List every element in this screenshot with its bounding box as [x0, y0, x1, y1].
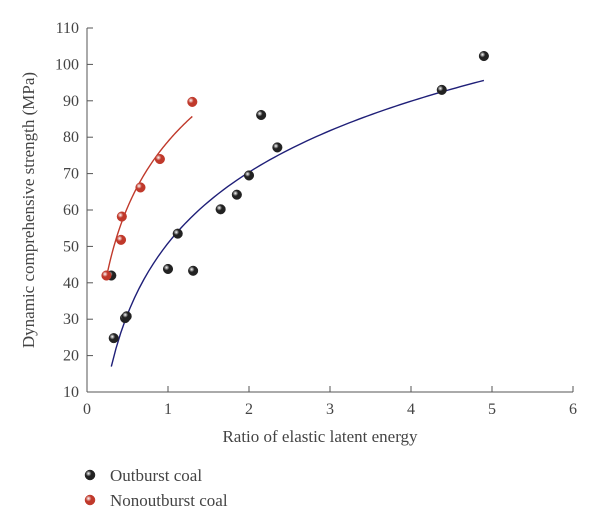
x-tick-label: 6: [569, 401, 577, 418]
y-tick-label: 50: [63, 238, 79, 255]
fit-curve: [105, 115, 193, 278]
data-points: [101, 50, 489, 344]
data-point: [108, 333, 119, 344]
data-point: [436, 84, 447, 95]
x-tick-label: 5: [488, 401, 496, 418]
y-tick-label: 110: [56, 20, 79, 37]
y-axis-label: Dynamic comprehensive strength (MPa): [19, 72, 38, 348]
x-axis-label: Ratio of elastic latent energy: [222, 427, 418, 446]
y-tick-label: 80: [63, 129, 79, 146]
data-point: [101, 270, 112, 281]
data-point: [243, 170, 255, 181]
fit-curve: [110, 79, 485, 367]
data-point: [154, 153, 165, 165]
y-tick-label: 100: [55, 56, 79, 73]
data-point: [121, 311, 132, 322]
y-tick-label: 40: [63, 275, 79, 292]
data-point: [116, 211, 127, 222]
data-point: [272, 142, 283, 153]
data-point: [215, 204, 226, 215]
x-tick-label: 2: [245, 401, 253, 418]
legend: Outburst coal Nonoutburst coal: [84, 466, 228, 510]
legend-marker: [84, 494, 96, 506]
data-point: [187, 96, 198, 107]
fit-curves: [105, 79, 485, 367]
y-tick-label: 10: [63, 384, 79, 401]
x-tick-label: 1: [164, 401, 172, 418]
legend-marker: [84, 469, 96, 481]
data-point: [188, 265, 199, 276]
y-tick-label: 60: [63, 202, 79, 219]
data-point: [256, 109, 267, 121]
axes: 10 20 30 40 50 60 70 80 90 100 110 0 1 2 3 4 5 6: [55, 20, 577, 418]
data-point: [135, 182, 146, 193]
y-tick-label: 90: [63, 93, 79, 110]
x-tick-label: 4: [407, 401, 415, 418]
data-point: [231, 189, 242, 200]
data-point: [115, 234, 127, 245]
x-tick-label: 3: [326, 401, 334, 418]
data-point: [172, 228, 183, 239]
x-tick-label: 0: [83, 401, 91, 418]
y-tick-label: 70: [63, 166, 79, 183]
data-point: [162, 263, 174, 275]
y-tick-label: 30: [63, 311, 79, 328]
y-tick-label: 20: [63, 348, 79, 365]
data-point: [478, 50, 489, 62]
legend-label: Outburst coal: [110, 466, 202, 485]
legend-label: Nonoutburst coal: [110, 491, 228, 510]
